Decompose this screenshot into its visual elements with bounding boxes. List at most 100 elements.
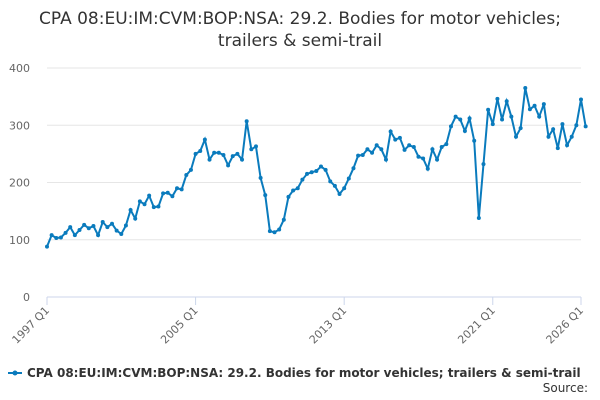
data-point	[458, 117, 463, 122]
data-point	[574, 123, 579, 128]
data-point	[565, 143, 570, 148]
data-point	[58, 235, 63, 240]
data-point	[323, 167, 328, 172]
data-point	[527, 107, 532, 112]
data-point	[430, 147, 435, 152]
data-point	[569, 134, 574, 139]
x-tick-label: 2013 Q1	[307, 304, 350, 347]
data-point	[383, 157, 388, 162]
data-point	[397, 135, 402, 140]
data-point	[541, 102, 546, 107]
data-point	[402, 147, 407, 152]
data-point	[68, 225, 73, 230]
data-point	[207, 157, 212, 162]
data-point	[448, 124, 453, 129]
data-point	[560, 122, 565, 127]
data-point	[165, 190, 170, 195]
data-point	[133, 216, 138, 221]
data-point	[72, 233, 77, 238]
data-point	[379, 147, 384, 152]
data-point	[272, 230, 277, 235]
data-point	[504, 99, 509, 104]
data-point	[421, 156, 426, 161]
data-point	[439, 145, 444, 150]
data-point	[305, 171, 310, 176]
data-point	[513, 134, 518, 139]
data-point	[472, 138, 477, 143]
data-point	[235, 151, 240, 156]
series-line	[46, 87, 587, 247]
data-point	[300, 177, 305, 182]
legend-label: CPA 08:EU:IM:CVM:BOP:NSA: 29.2. Bodies f…	[27, 366, 581, 380]
data-point	[486, 107, 491, 112]
data-point	[583, 124, 588, 129]
data-point	[240, 157, 245, 162]
data-point	[54, 236, 59, 241]
data-point	[77, 228, 82, 233]
data-point	[365, 147, 370, 152]
data-point	[216, 150, 221, 155]
data-point	[137, 199, 142, 204]
data-point	[188, 167, 193, 172]
data-point	[202, 137, 207, 142]
data-point	[123, 223, 128, 228]
data-point	[500, 117, 505, 122]
data-point	[318, 164, 323, 169]
data-point	[277, 227, 282, 232]
data-point	[105, 225, 110, 230]
data-point	[388, 129, 393, 134]
data-point	[161, 191, 166, 196]
data-point	[467, 116, 472, 121]
data-point	[555, 146, 560, 151]
data-point	[551, 127, 556, 132]
data-point	[151, 205, 156, 210]
data-point	[45, 244, 49, 249]
data-point	[351, 166, 356, 171]
data-point	[337, 191, 342, 196]
data-point	[175, 186, 180, 191]
data-point	[212, 150, 217, 155]
y-tick-label: 200	[9, 177, 30, 190]
data-point	[230, 154, 235, 159]
data-point	[110, 221, 115, 226]
y-tick-label: 100	[9, 234, 30, 247]
data-point	[253, 144, 258, 149]
data-point	[193, 151, 198, 156]
data-point	[309, 170, 314, 175]
data-point	[462, 128, 467, 133]
data-point	[370, 150, 375, 155]
y-tick-label: 0	[23, 291, 30, 304]
data-point	[360, 153, 365, 158]
data-point	[490, 122, 495, 127]
data-point	[342, 186, 347, 191]
x-tick-label: 2005 Q1	[158, 304, 201, 347]
data-point	[226, 163, 231, 168]
data-point	[91, 224, 96, 229]
data-point	[114, 228, 119, 233]
data-point	[263, 193, 268, 198]
data-point	[476, 215, 481, 220]
data-point	[481, 162, 486, 167]
data-point	[258, 175, 263, 180]
data-point	[128, 207, 133, 212]
data-point	[453, 114, 458, 119]
source: Source:	[543, 381, 588, 395]
chart-title: CPA 08:EU:IM:CVM:BOP:NSA: 29.2. Bodies f…	[39, 9, 561, 51]
data-point	[86, 226, 91, 231]
data-point	[407, 143, 412, 148]
data-point	[295, 186, 300, 191]
data-point	[82, 222, 87, 227]
data-point	[179, 187, 184, 192]
data-point	[142, 202, 147, 207]
x-tick-label: 2026 Q1	[544, 304, 587, 347]
data-point	[249, 147, 254, 152]
data-point	[328, 179, 333, 184]
data-point	[267, 229, 272, 234]
data-point	[291, 188, 296, 193]
data-point	[444, 142, 449, 147]
data-point	[416, 154, 421, 159]
x-tick-label: 1997 Q1	[10, 304, 53, 347]
data-point	[537, 114, 542, 119]
data-point	[393, 137, 398, 142]
